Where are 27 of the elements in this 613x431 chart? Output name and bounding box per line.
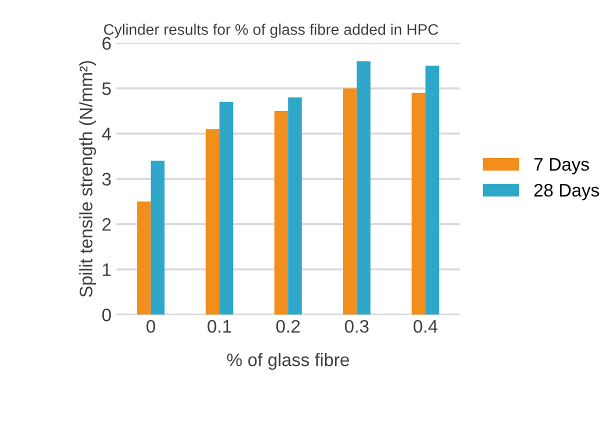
legend-label: 7 Days [534, 158, 589, 174]
bar [219, 102, 234, 315]
y-tick-label: 1 [102, 263, 111, 276]
x-tick-label: 0.2 [276, 320, 300, 333]
x-tick-label: 0 [146, 320, 156, 333]
x-axis-title: % of glass fibre [227, 352, 350, 370]
bar [274, 110, 288, 315]
x-tick-label: 0.1 [208, 320, 232, 333]
y-tick-label: 2 [102, 218, 111, 231]
y-tick-label: 5 [102, 82, 111, 96]
y-tick-label: 3 [102, 172, 111, 186]
bar [150, 160, 165, 315]
bar [356, 61, 370, 315]
bar [343, 88, 357, 315]
bar [137, 201, 151, 315]
y-tick-label: 6 [102, 37, 111, 50]
bar [288, 97, 302, 315]
chart-title: Cylinder results for % of glass fibre added in HPC [104, 24, 438, 38]
bar [425, 66, 440, 315]
x-tick-label: 0.4 [414, 320, 438, 333]
y-axis-title: Spilit tensile strength (N/mm²) [79, 61, 96, 297]
x-tick-label: 0.3 [344, 320, 369, 333]
legend-label: 28 Days [534, 184, 600, 200]
bar [412, 92, 426, 315]
y-tick-label: 0 [102, 308, 111, 322]
bar [206, 129, 220, 315]
y-tick-label: 4 [102, 128, 112, 140]
